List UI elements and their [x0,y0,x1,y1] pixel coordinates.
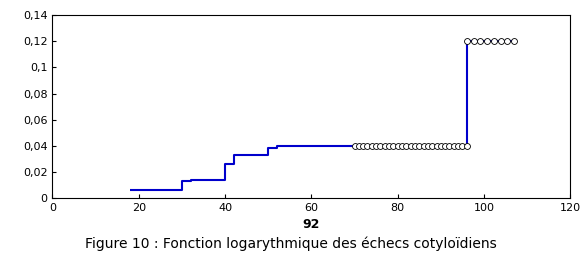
Point [503,39,512,43]
Point [359,144,368,148]
Point [419,144,428,148]
Point [376,144,385,148]
Point [489,39,499,43]
Point [428,144,437,148]
Point [469,39,478,43]
Point [371,144,381,148]
Point [432,144,441,148]
Point [462,144,471,148]
Point [475,39,485,43]
Point [482,39,492,43]
Point [458,144,467,148]
Point [414,144,424,148]
Point [453,144,463,148]
Point [367,144,377,148]
Point [441,144,450,148]
Point [363,144,372,148]
Point [496,39,505,43]
Point [389,144,398,148]
Point [393,144,402,148]
Point [510,39,519,43]
Text: 92: 92 [303,218,320,231]
Point [402,144,411,148]
Point [449,144,459,148]
Point [354,144,364,148]
Text: Figure 10 : Fonction logarythmique des échecs cotyloïdiens: Figure 10 : Fonction logarythmique des é… [85,237,497,251]
Point [423,144,432,148]
Point [410,144,420,148]
Point [398,144,407,148]
Point [350,144,359,148]
Point [406,144,416,148]
Point [380,144,389,148]
Point [462,39,471,43]
Point [445,144,454,148]
Point [436,144,446,148]
Point [384,144,393,148]
